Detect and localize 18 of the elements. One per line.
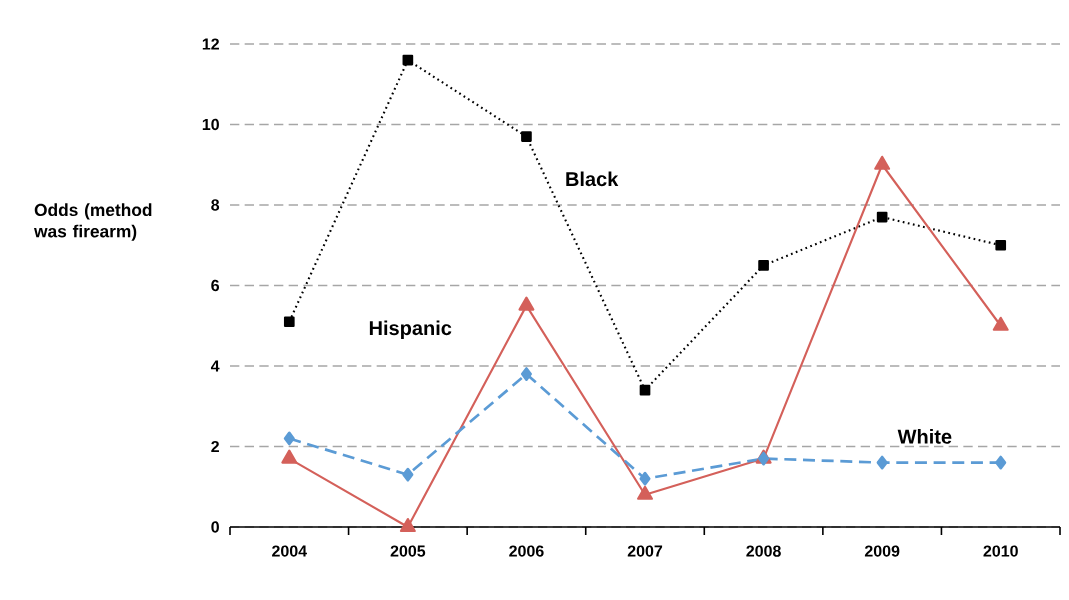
y-tick-label: 12: [202, 38, 219, 50]
x-tick-label: 2006: [509, 545, 544, 557]
y-tick-label: 6: [211, 279, 220, 292]
y-tick-label: 0: [211, 521, 219, 533]
x-tick-label: 2005: [390, 545, 426, 557]
series-label: Black: [566, 171, 619, 187]
x-tick-label: 2007: [627, 545, 663, 557]
text: Hispanic: [369, 320, 452, 340]
x-tick-label: 2008: [746, 545, 781, 557]
y-axis-title: Odds (method was firearm): [34, 203, 152, 241]
y-tick-label: 2: [211, 440, 219, 453]
x-tick-label: 2009: [864, 545, 900, 557]
x-tick-label: 2004: [272, 545, 307, 557]
x-tick-label: 2010: [983, 545, 1018, 557]
series-label: White: [897, 429, 952, 444]
y-tick-label: 10: [202, 118, 219, 131]
y-tick-label: 8: [211, 199, 220, 211]
y-tick-label: 4: [210, 360, 220, 372]
